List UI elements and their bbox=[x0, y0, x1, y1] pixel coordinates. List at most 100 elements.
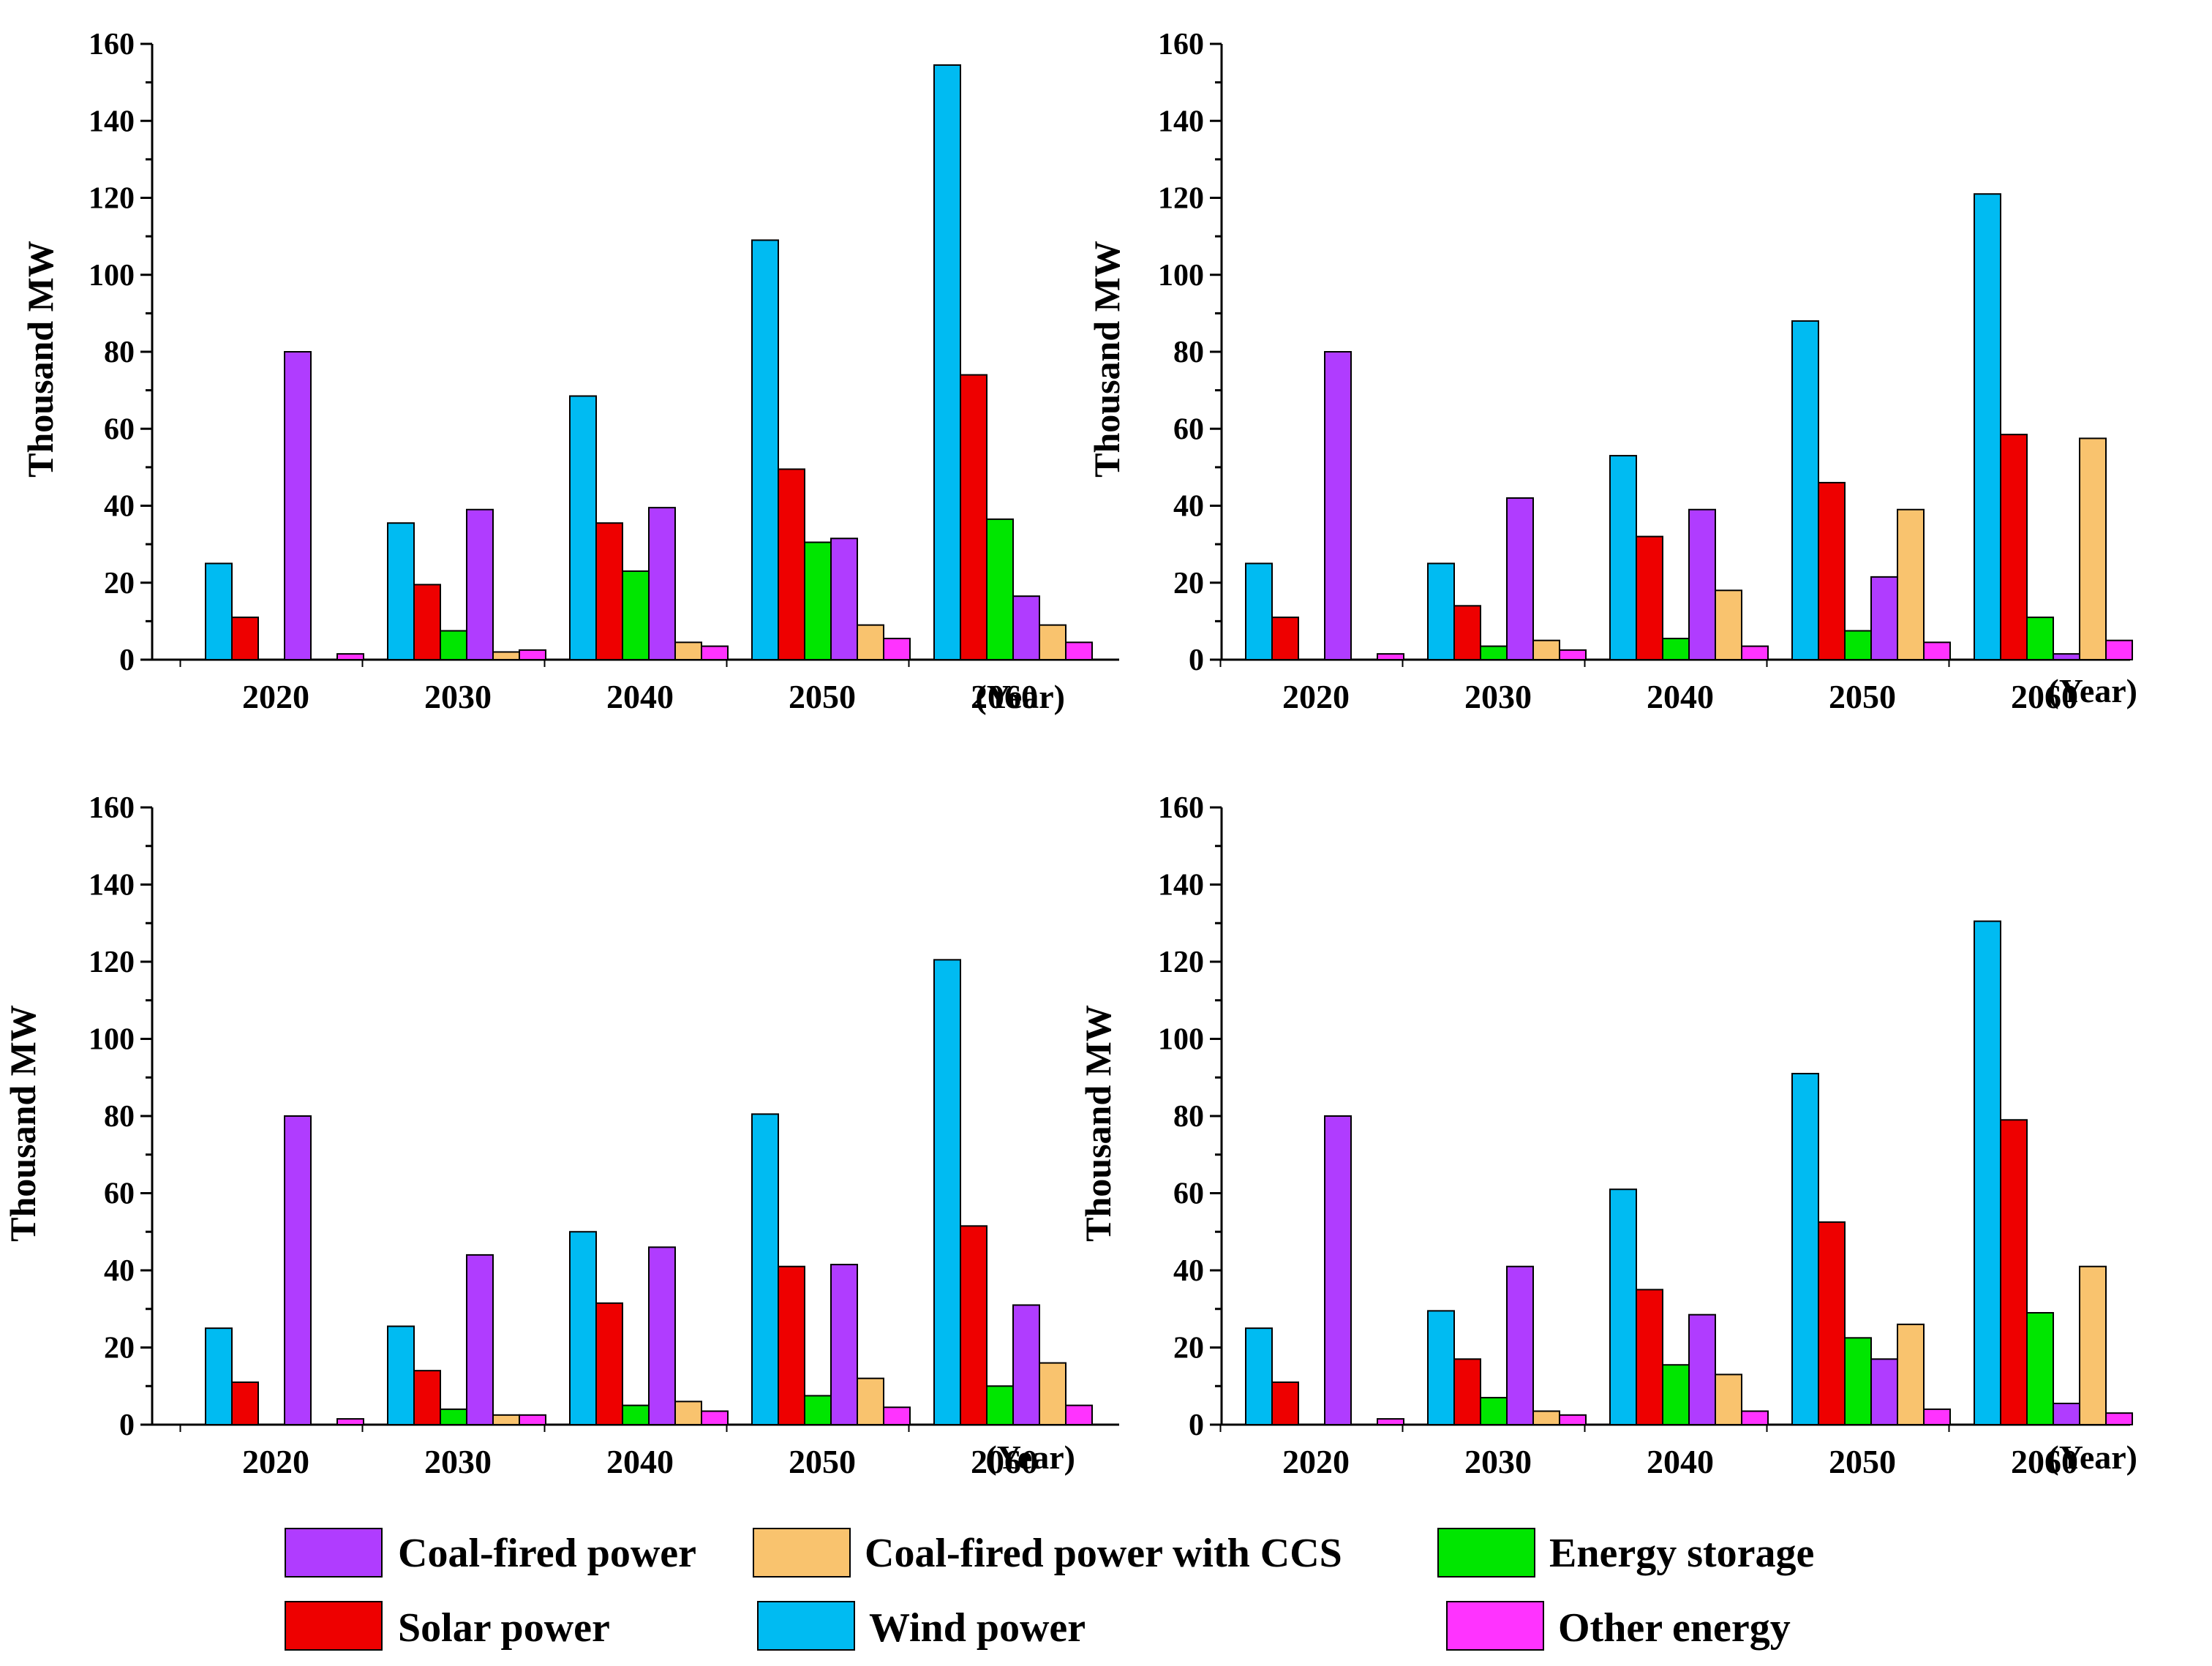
bar-coal-fired-power-2060 bbox=[1012, 595, 1040, 661]
bar-coal-fired-power-2050 bbox=[1870, 1358, 1898, 1425]
x-unit-label: (Year) bbox=[975, 678, 1065, 715]
y-tick-label: 40 bbox=[104, 1254, 135, 1288]
y-tick-label: 60 bbox=[104, 1177, 135, 1211]
bar-other-energy-2020 bbox=[336, 653, 364, 661]
y-axis-title: Thousand MW bbox=[1077, 1005, 1118, 1242]
bar-wind-power-2040 bbox=[1609, 1188, 1637, 1425]
bar-energy-storage-2030 bbox=[1480, 645, 1508, 660]
bar-other-energy-2030 bbox=[519, 1414, 546, 1425]
y-tick-label: 160 bbox=[1158, 791, 1204, 825]
y-tick-label: 0 bbox=[119, 644, 135, 677]
bar-coal-fired-power-2060 bbox=[1012, 1304, 1040, 1425]
x-tick-label: 2050 bbox=[789, 678, 856, 715]
bar-other-energy-2050 bbox=[1923, 641, 1951, 660]
y-tick-label: 120 bbox=[89, 182, 135, 216]
y-tick-label: 40 bbox=[1173, 1254, 1204, 1288]
bar-coal-fired-power-2030 bbox=[466, 1254, 494, 1426]
bar-coal-fired-power-with-ccs-2050 bbox=[1897, 1323, 1925, 1425]
bar-coal-fired-power-with-ccs-2040 bbox=[674, 641, 702, 660]
bar-energy-storage-2050 bbox=[804, 541, 832, 661]
legend-item-solar: Solar power bbox=[285, 1601, 610, 1651]
bar-energy-storage-2050 bbox=[1844, 630, 1872, 660]
bar-other-energy-2030 bbox=[1559, 649, 1587, 660]
y-tick-label: 120 bbox=[1158, 182, 1204, 216]
y-tick-label: 40 bbox=[104, 490, 135, 524]
legend-item-coal: Coal-fired power bbox=[285, 1528, 696, 1578]
y-tick-label: 0 bbox=[1189, 1409, 1204, 1442]
y-tick-label: 100 bbox=[1158, 1023, 1204, 1057]
bar-energy-storage-2030 bbox=[440, 630, 467, 660]
x-unit-label: (Year) bbox=[2047, 672, 2137, 709]
y-tick-label: 20 bbox=[1173, 567, 1204, 600]
bar-coal-fired-power-with-ccs-2050 bbox=[857, 624, 884, 661]
legend-label-other: Other energy bbox=[1558, 1605, 1791, 1651]
bar-solar-power-2060 bbox=[2000, 1119, 2028, 1426]
y-tick-label: 160 bbox=[1158, 28, 1204, 61]
bar-wind-power-2060 bbox=[933, 64, 961, 661]
bar-energy-storage-2040 bbox=[622, 1404, 650, 1425]
bar-wind-power-2030 bbox=[1427, 1310, 1455, 1425]
x-tick-label: 2050 bbox=[1829, 1443, 1896, 1480]
legend-swatch-coal bbox=[285, 1528, 383, 1578]
bar-energy-storage-2030 bbox=[1480, 1397, 1508, 1425]
bar-other-energy-2040 bbox=[701, 645, 729, 660]
bar-other-energy-2060 bbox=[1065, 641, 1093, 660]
bar-wind-power-2060 bbox=[1974, 920, 2001, 1426]
y-axis-title: Thousand MW bbox=[20, 241, 61, 478]
y-tick-label: 100 bbox=[89, 259, 135, 293]
x-tick-label: 2040 bbox=[606, 678, 674, 715]
bar-coal-fired-power-with-ccs-2060 bbox=[1039, 624, 1066, 661]
legend-label-coal_ccs: Coal-fired power with CCS bbox=[865, 1531, 1342, 1576]
legend-swatch-coal_ccs bbox=[753, 1528, 851, 1578]
x-tick-label: 2060 bbox=[971, 1443, 1038, 1480]
legend: Coal-fired power Coal-fired power with CC… bbox=[285, 1528, 1814, 1651]
bar-solar-power-2050 bbox=[778, 1265, 805, 1425]
x-tick-label: 2030 bbox=[424, 1443, 492, 1480]
bar-other-energy-2020 bbox=[336, 1418, 364, 1426]
bar-other-energy-2050 bbox=[883, 638, 911, 661]
bar-coal-fired-power-with-ccs-2050 bbox=[1897, 508, 1925, 661]
y-tick-label: 100 bbox=[1158, 259, 1204, 293]
x-tick-label: 2030 bbox=[424, 678, 492, 715]
bar-energy-storage-2040 bbox=[622, 570, 650, 661]
y-axis-title: Thousand MW bbox=[1086, 241, 1127, 478]
legend-label-solar: Solar power bbox=[398, 1605, 610, 1651]
bar-solar-power-2050 bbox=[1818, 1221, 1846, 1425]
bar-energy-storage-2040 bbox=[1662, 1364, 1690, 1426]
bar-wind-power-2050 bbox=[751, 239, 779, 660]
y-tick-label: 160 bbox=[89, 28, 135, 61]
y-tick-label: 140 bbox=[89, 105, 135, 138]
x-tick-label: 2040 bbox=[1647, 1443, 1714, 1480]
x-tick-label: 2050 bbox=[1829, 678, 1896, 715]
bar-energy-storage-2060 bbox=[2026, 1312, 2054, 1426]
legend-swatch-other bbox=[1446, 1601, 1544, 1651]
bar-other-energy-2020 bbox=[1377, 1418, 1404, 1426]
x-unit-label: (Year) bbox=[985, 1439, 1075, 1476]
x-tick-label: 2040 bbox=[606, 1443, 674, 1480]
bar-coal-fired-power-with-ccs-2030 bbox=[492, 1414, 520, 1425]
bar-solar-power-2030 bbox=[1453, 605, 1481, 661]
bar-coal-fired-power-2040 bbox=[648, 507, 676, 660]
y-tick-label: 0 bbox=[119, 1409, 135, 1442]
bar-coal-fired-power-2060 bbox=[2053, 1402, 2080, 1426]
x-tick-label: 2020 bbox=[1282, 1443, 1350, 1480]
y-tick-label: 20 bbox=[104, 567, 135, 600]
y-tick-label: 160 bbox=[89, 791, 135, 825]
bar-energy-storage-2060 bbox=[986, 518, 1014, 661]
bar-wind-power-2050 bbox=[1791, 1072, 1819, 1425]
bar-coal-fired-power-with-ccs-2030 bbox=[1532, 639, 1560, 660]
bar-coal-fired-power-2020 bbox=[1324, 1115, 1352, 1425]
bar-coal-fired-power-with-ccs-2030 bbox=[1532, 1410, 1560, 1425]
bar-coal-fired-power-with-ccs-2040 bbox=[1715, 589, 1742, 661]
bar-wind-power-2040 bbox=[569, 1231, 597, 1425]
bar-other-energy-2040 bbox=[701, 1410, 729, 1425]
bar-wind-power-2040 bbox=[569, 395, 597, 660]
bar-wind-power-2060 bbox=[933, 959, 961, 1426]
bar-coal-fired-power-with-ccs-2060 bbox=[2079, 1265, 2107, 1425]
bar-other-energy-2050 bbox=[1923, 1408, 1951, 1426]
bar-wind-power-2030 bbox=[1427, 562, 1455, 660]
y-tick-label: 120 bbox=[1158, 946, 1204, 979]
bar-other-energy-2040 bbox=[1741, 645, 1769, 660]
